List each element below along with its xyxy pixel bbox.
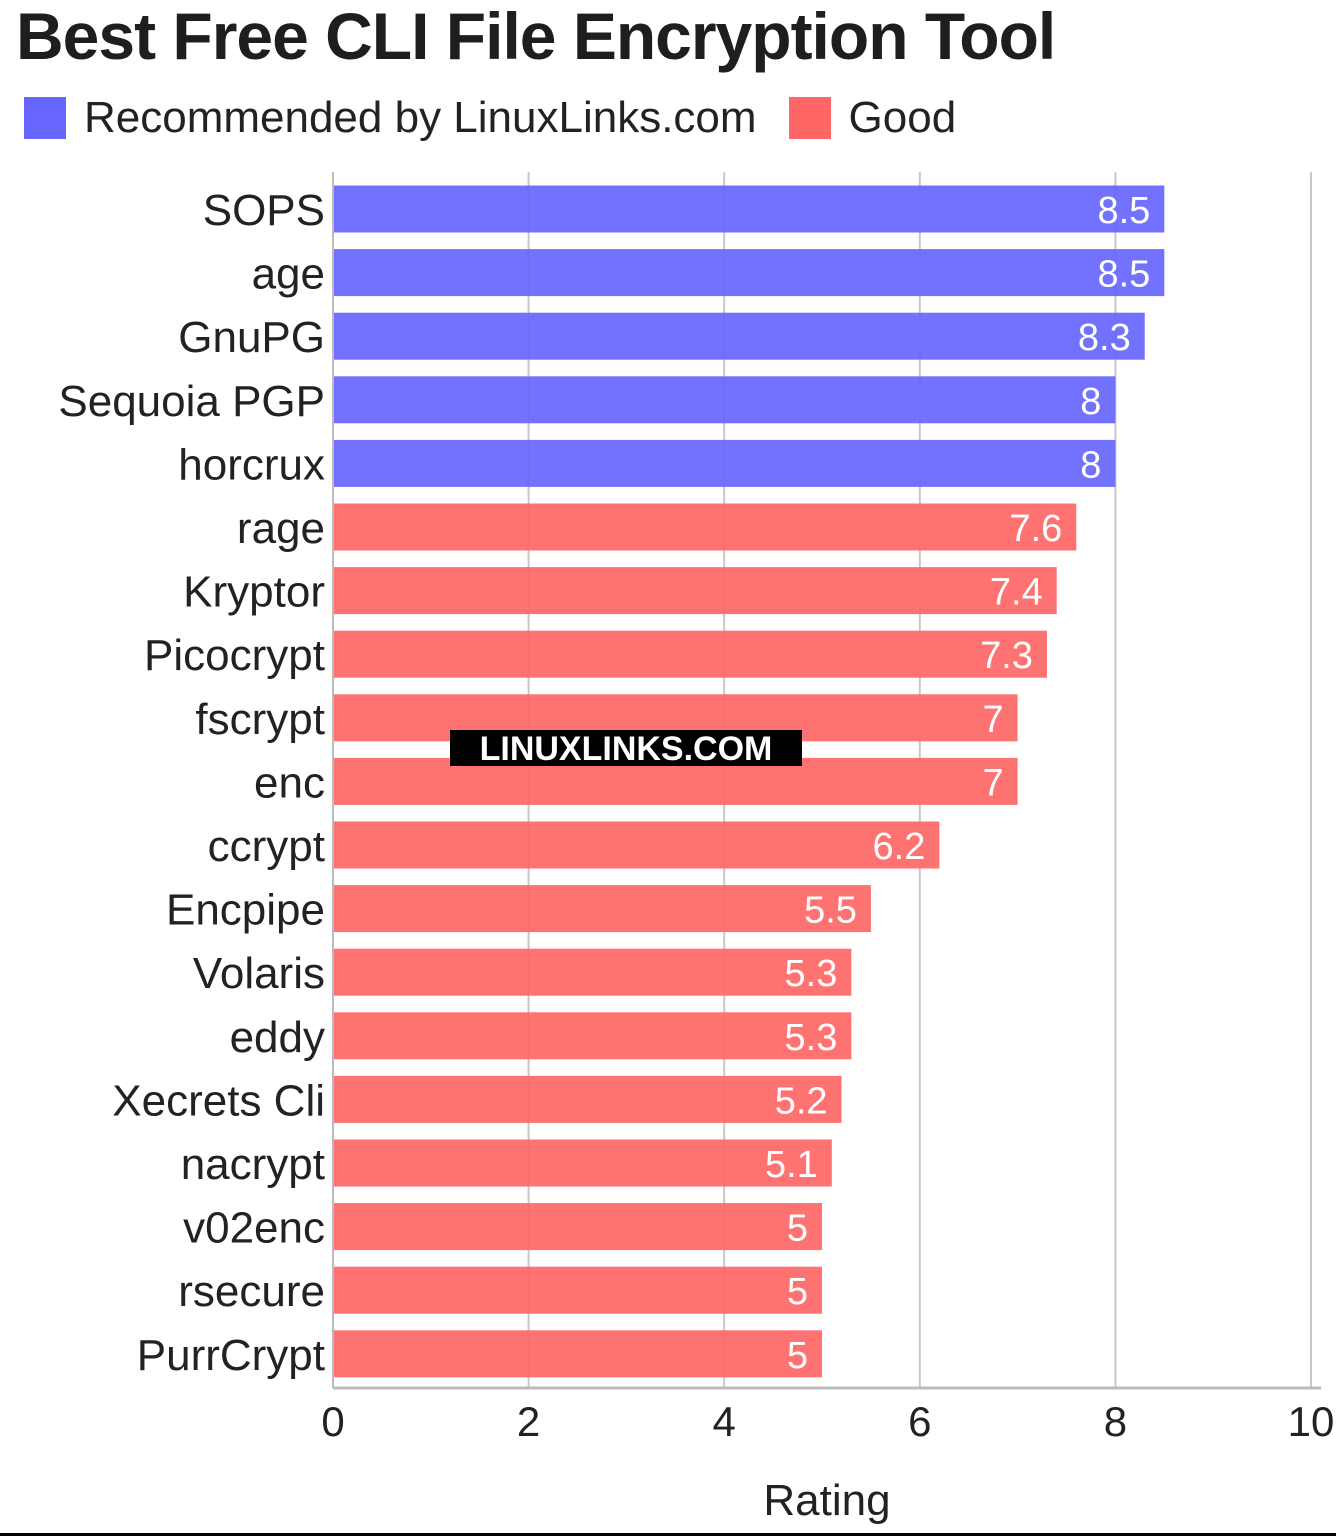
category-label-10: ccrypt	[208, 822, 325, 871]
data-label-10: 6.2	[873, 826, 926, 868]
x-tick-label-4: 4	[713, 1398, 736, 1445]
watermark-text: LINUXLINKS.COM	[480, 730, 773, 768]
category-label-0: SOPS	[203, 186, 325, 235]
data-label-14: 5.2	[775, 1080, 828, 1122]
category-label-7: Picocrypt	[144, 631, 325, 680]
data-label-17: 5	[787, 1271, 808, 1313]
bar-14	[333, 1075, 842, 1123]
data-label-13: 5.3	[785, 1017, 838, 1059]
category-label-11: Encpipe	[166, 886, 325, 935]
bar-13	[333, 1012, 852, 1060]
x-tick-label-2: 2	[517, 1398, 540, 1445]
bar-0	[333, 185, 1165, 233]
data-label-8: 7	[982, 699, 1003, 741]
category-label-1: age	[252, 250, 325, 299]
bar-17	[333, 1266, 822, 1314]
data-label-11: 5.5	[804, 890, 857, 932]
data-label-3: 8	[1080, 381, 1101, 423]
bar-2	[333, 312, 1145, 360]
data-label-9: 7	[982, 762, 1003, 804]
data-label-16: 5	[787, 1208, 808, 1250]
x-tick-label-0: 0	[321, 1398, 344, 1445]
chart-title: Best Free CLI File Encryption Tool	[16, 0, 1056, 73]
bars	[333, 185, 1165, 1378]
data-label-7: 7.3	[980, 635, 1033, 677]
bottom-rule	[0, 1533, 1336, 1536]
labels: SOPS 8.5 age 8.5 GnuPG 8.3 Sequoia PGP 8 horcrux…	[58, 186, 1150, 1380]
data-label-5: 7.6	[1009, 508, 1062, 550]
data-label-1: 8.5	[1097, 254, 1150, 296]
data-label-0: 8.5	[1097, 190, 1150, 232]
bar-11	[333, 885, 871, 933]
category-label-15: nacrypt	[181, 1140, 325, 1189]
bar-4	[333, 439, 1116, 487]
legend-item-good: Good	[788, 92, 957, 144]
x-tick-label-10: 10	[1288, 1398, 1335, 1445]
category-label-5: rage	[237, 504, 325, 553]
category-label-17: rsecure	[178, 1267, 325, 1316]
bar-15	[333, 1139, 832, 1187]
x-axis-title: Rating	[763, 1476, 890, 1525]
bar-18	[333, 1330, 822, 1378]
bar-7	[333, 630, 1047, 678]
data-label-4: 8	[1080, 444, 1101, 486]
data-label-2: 8.3	[1078, 317, 1131, 359]
legend-label-recommended: Recommended by LinuxLinks.com	[84, 93, 757, 142]
category-label-12: Volaris	[193, 949, 325, 998]
bar-1	[333, 249, 1165, 297]
data-label-18: 5	[787, 1335, 808, 1377]
category-label-18: PurrCrypt	[137, 1331, 325, 1380]
category-label-14: Xecrets Cli	[112, 1076, 325, 1125]
axes: 0 2 4 6 8 10 Rating	[321, 172, 1334, 1525]
data-label-12: 5.3	[785, 953, 838, 995]
watermark: LINUXLINKS.COM	[450, 730, 802, 768]
x-tick-label-6: 6	[908, 1398, 931, 1445]
bar-6	[333, 567, 1057, 615]
bar-5	[333, 503, 1077, 551]
bar-3	[333, 376, 1116, 424]
category-label-4: horcrux	[178, 440, 325, 489]
category-label-8: fscrypt	[195, 695, 325, 744]
category-label-2: GnuPG	[178, 313, 325, 362]
legend-item-recommended: Recommended by LinuxLinks.com	[24, 92, 757, 144]
legend-label-good: Good	[848, 93, 957, 142]
legend-swatch-good	[788, 97, 831, 139]
legend: Recommended by LinuxLinks.com Good	[24, 92, 988, 144]
data-label-6: 7.4	[990, 572, 1043, 614]
data-label-15: 5.1	[765, 1144, 818, 1186]
legend-swatch-recommended	[24, 97, 66, 139]
category-label-9: enc	[254, 758, 325, 807]
category-label-3: Sequoia PGP	[58, 377, 325, 426]
x-tick-label-8: 8	[1104, 1398, 1127, 1445]
watermark-background	[450, 730, 802, 766]
category-label-13: eddy	[230, 1013, 325, 1062]
bar-10	[333, 821, 940, 869]
bar-16	[333, 1203, 822, 1251]
category-label-6: Kryptor	[183, 568, 325, 617]
category-label-16: v02enc	[183, 1204, 325, 1253]
bar-12	[333, 948, 852, 996]
